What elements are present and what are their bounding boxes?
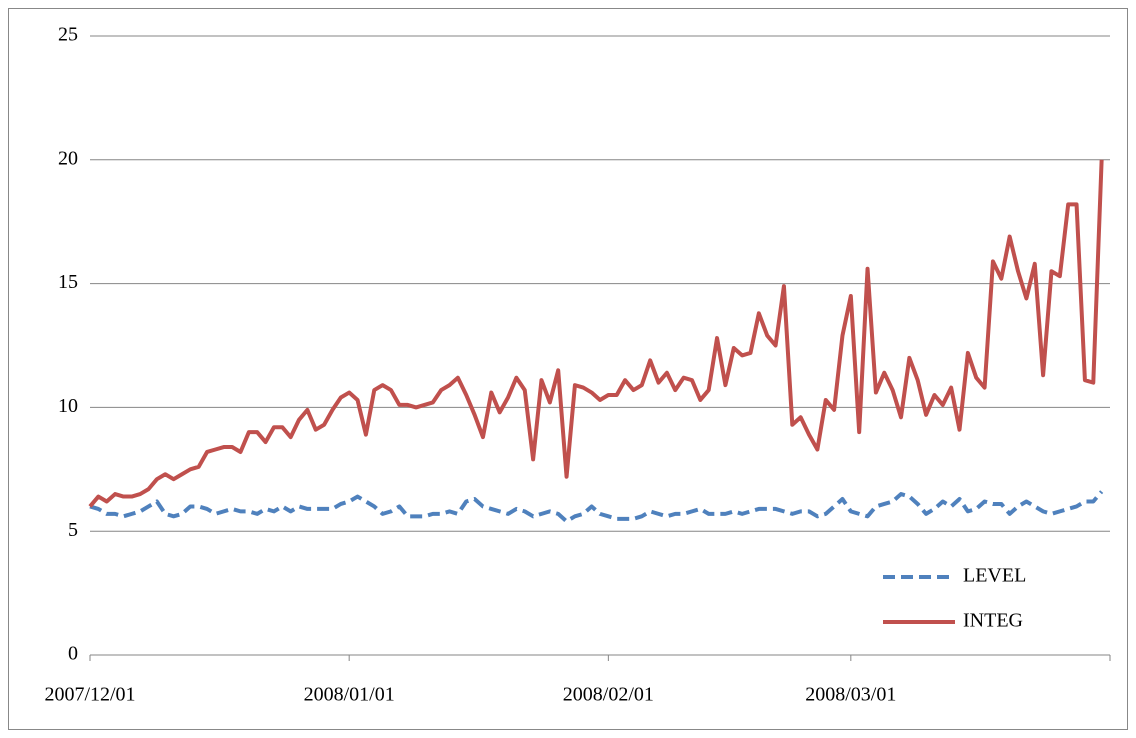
y-tick-label: 5 (68, 519, 78, 541)
y-tick-label: 15 (58, 271, 78, 293)
y-tick-label: 20 (58, 147, 78, 169)
x-tick-label: 2008/02/01 (563, 684, 654, 706)
legend-label: INTEG (963, 610, 1023, 632)
series-line (89, 490, 1104, 524)
x-tick-label: 2008/03/01 (805, 684, 896, 706)
x-tick-label: 2008/01/01 (304, 684, 395, 706)
legend-label: LEVEL (963, 565, 1026, 587)
chart-frame (8, 8, 1128, 730)
x-tick-label: 2007/12/01 (44, 684, 135, 706)
series-line (88, 159, 1104, 508)
y-tick-label: 25 (58, 24, 78, 46)
y-tick-label: 10 (58, 395, 78, 417)
y-tick-label: 0 (68, 643, 78, 665)
